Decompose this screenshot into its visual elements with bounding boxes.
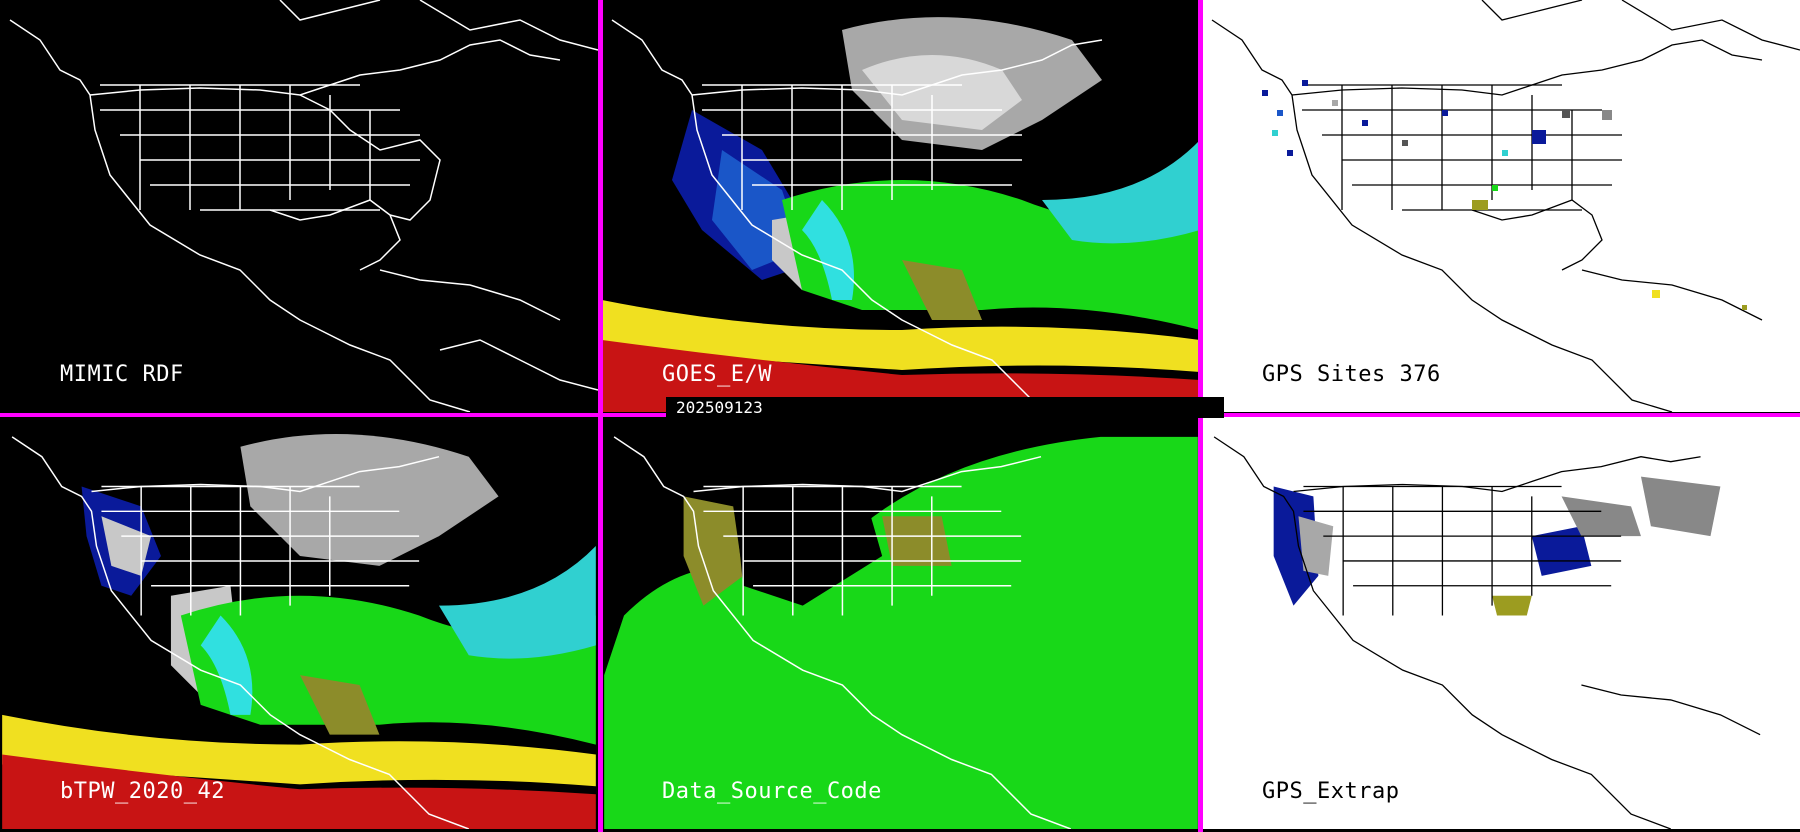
panel-btpw: bTPW_2020_42 (0, 417, 598, 829)
panel-label: Data_Source_Code (662, 779, 882, 804)
panel-mimic-rdf: MIMIC RDF (0, 0, 598, 412)
panel-data-source-code: Data_Source_Code (602, 417, 1200, 829)
panel-gps-extrap: GPS_Extrap (1202, 417, 1800, 829)
panel-label: GPS Sites 376 (1262, 362, 1441, 387)
map-goes-ew (602, 17, 1200, 412)
map-btpw (2, 434, 596, 829)
panel-label: bTPW_2020_42 (60, 779, 225, 804)
panel-gps-sites: GPS Sites 376 (1202, 0, 1800, 412)
map-outline-mimic (9, 0, 598, 412)
gps-site-markers (1262, 80, 1747, 310)
panel-label: MIMIC RDF (60, 362, 184, 387)
map-data-source-code (604, 436, 1198, 829)
map-gps-sites (1211, 0, 1800, 412)
panel-label: GOES_E/W (662, 362, 772, 387)
panel-goes-ew: GOES_E/W (602, 0, 1200, 412)
panel-label: GPS_Extrap (1262, 779, 1400, 804)
map-gps-extrap (1213, 436, 1761, 829)
timestamp-label: 202509123 (666, 397, 1224, 418)
